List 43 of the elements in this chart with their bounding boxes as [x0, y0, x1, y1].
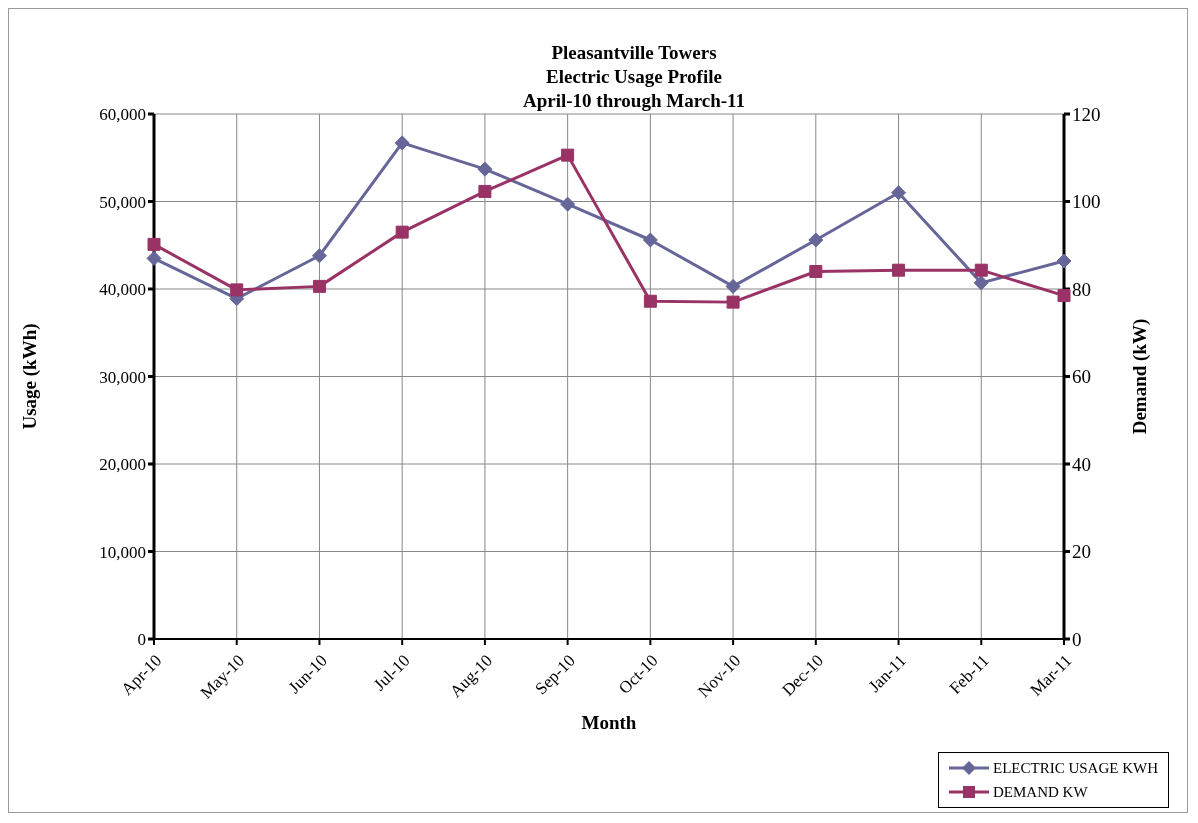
point: [643, 294, 657, 308]
point: [147, 237, 161, 251]
y2-tick-label: 60: [1072, 366, 1091, 388]
point: [642, 232, 658, 248]
y-axis-title: Usage (kWh): [18, 323, 41, 430]
chart-title: Pleasantville Towers Electric Usage Profile April-10 through March-11: [522, 41, 746, 111]
y-tick-label: 60,000: [99, 105, 146, 125]
point: [1056, 253, 1072, 269]
y2-tick-label: 20: [1072, 541, 1091, 563]
y-tick-label: 50,000: [99, 192, 146, 212]
legend-label: DEMAND KW: [993, 783, 1088, 801]
y2-tick-label: 80: [1072, 278, 1091, 300]
point: [891, 185, 907, 201]
point: [561, 148, 575, 162]
point: [311, 248, 327, 264]
point: [477, 161, 493, 177]
y-tick-label: 0: [137, 630, 146, 650]
point: [394, 135, 410, 151]
y-tick-label: 20,000: [99, 455, 146, 475]
legend-label: ELECTRIC USAGE KWH: [993, 759, 1158, 777]
point: [146, 250, 162, 266]
y2-tick-label: 40: [1072, 453, 1091, 475]
y2-tick-label: 0: [1072, 628, 1082, 650]
y-tick-label: 40,000: [99, 280, 146, 300]
point: [395, 225, 409, 239]
y-tick-label: 10,000: [99, 542, 146, 562]
x-axis-title: Month: [581, 712, 637, 733]
point: [1057, 289, 1071, 303]
point: [478, 184, 492, 198]
point: [726, 295, 740, 309]
point: [725, 278, 741, 294]
point: [809, 265, 823, 278]
y2-tick-label: 100: [1072, 191, 1101, 213]
y-tick-label: 30,000: [99, 367, 146, 387]
point: [808, 232, 824, 248]
point: [973, 275, 989, 291]
y2-axis-title: Demand (kW): [1128, 318, 1151, 435]
y2-tick-label: 120: [1072, 103, 1101, 125]
point: [312, 279, 326, 293]
point: [974, 263, 988, 277]
point: [230, 283, 244, 297]
point: [892, 263, 906, 277]
point: [560, 196, 576, 212]
